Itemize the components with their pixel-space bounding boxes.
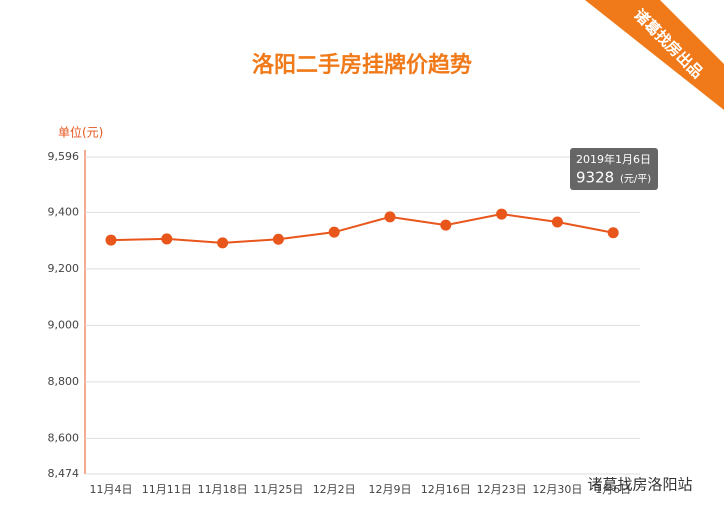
point [551, 216, 563, 228]
point [105, 234, 117, 246]
corner-banner [585, 0, 724, 110]
tooltip-date: 2019年1月6日 [576, 152, 651, 166]
x-tick-label: 11月11日 [142, 483, 192, 496]
point [384, 211, 396, 223]
point [496, 208, 508, 220]
point [328, 226, 340, 238]
line [110, 213, 614, 244]
y-tick-label: 8,800 [48, 375, 80, 388]
chart-title: 洛阳二手房挂牌价趋势 [252, 52, 472, 78]
point [607, 227, 619, 239]
x-tick-label: 11月25日 [253, 483, 303, 496]
x-tick-label: 12月9日 [369, 483, 412, 496]
tooltip-unit: (元/平) [620, 174, 651, 185]
x-tick-label: 11月18日 [198, 483, 248, 496]
watermark: 诸葛找房洛阳站 [587, 476, 692, 494]
x-tick-label: 12月16日 [421, 483, 471, 496]
y-tick-label: 8,474 [48, 467, 80, 480]
x-tick-label: 11月4日 [90, 483, 133, 496]
x-tick-label: 1月6日 [595, 483, 631, 496]
y-tick-label: 8,600 [48, 431, 80, 444]
point [272, 233, 284, 245]
tooltip-value: 9328 [576, 169, 614, 187]
tooltip-box [570, 148, 658, 190]
y-tick-label: 9,596 [48, 150, 80, 163]
y-tick-label: 9,000 [48, 318, 80, 331]
y-tick-label: 9,200 [48, 262, 80, 275]
y-axis-label: 单位(元) [58, 125, 103, 140]
y-tick-label: 9,400 [48, 205, 80, 218]
x-tick-label: 12月30日 [532, 483, 582, 496]
point [217, 237, 229, 249]
x-tick-label: 12月23日 [477, 483, 527, 496]
x-tick-label: 12月2日 [313, 483, 356, 496]
point [440, 219, 452, 231]
point [161, 233, 173, 245]
